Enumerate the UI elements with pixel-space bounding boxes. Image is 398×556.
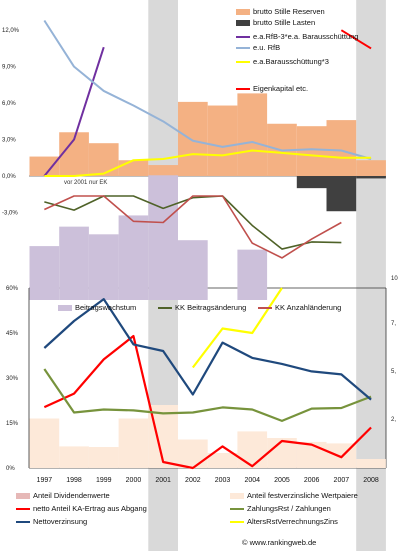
bar-anteil-festverzinsliche-wertpaiere-2008: [356, 459, 386, 468]
legend-label: AltersRstVerrechnungsZins: [247, 517, 338, 526]
x-tick-2005: 2005: [274, 477, 290, 484]
bar-beitragswachstum-1998: [59, 226, 89, 300]
right-tick-label: 7,: [391, 321, 396, 327]
x-tick-2004: 2004: [244, 477, 260, 484]
x-tick-2006: 2006: [304, 477, 320, 484]
bar-anteil-festverzinsliche-wertpaiere-2000: [118, 418, 149, 468]
line-e-u-rfb: [43, 19, 372, 160]
bar-brutto-stille-lasten-2008: [356, 176, 386, 179]
x-tick-1998: 1998: [66, 477, 82, 484]
line-netto-anteil-ka-ertrag-aus-abgang: [43, 334, 372, 470]
line-zahlungsrst-zahlungen: [43, 368, 372, 422]
right-tick-label: 5,: [391, 369, 396, 375]
legend-swatch: [58, 305, 72, 311]
legend-label: e.a.Barausschüttung*3: [253, 57, 329, 66]
bar-anteil-festverzinsliche-wertpaiere-1998: [59, 446, 89, 468]
y-tick-label: -3,0%: [2, 210, 18, 216]
right-tick-label: 10: [391, 276, 398, 282]
y-tick-label: 30%: [6, 376, 19, 382]
line-altersrstverrechnungszins: [191, 287, 283, 369]
bar-brutto-stille-reserven-2002: [178, 101, 208, 176]
y-tick-label: 6,0%: [2, 101, 16, 107]
line-e-a-rfb-3-e-a-barausschuettung: [43, 46, 105, 177]
line-eigenkapital-etc: [340, 29, 372, 50]
bar-anteil-festverzinsliche-wertpaiere-1999: [88, 447, 119, 468]
x-tick-2000: 2000: [126, 477, 142, 484]
x-tick-1999: 1999: [96, 477, 112, 484]
x-tick-2007: 2007: [334, 477, 350, 484]
legend-swatch: [16, 493, 30, 499]
bar-beitragswachstum-1997: [29, 246, 60, 300]
legend-label: brutto Stille Lasten: [253, 18, 315, 27]
bar-brutto-stille-reserven-2006: [296, 126, 327, 176]
legend-label: brutto Stille Reserven: [253, 7, 325, 16]
legend-label: KK Anzahländerung: [275, 303, 341, 312]
y-tick-label: 12,0%: [2, 28, 20, 34]
x-tick-2001: 2001: [155, 477, 171, 484]
bar-beitragswachstum-2001: [148, 175, 178, 300]
bar-beitragswachstum-2000: [118, 215, 149, 300]
legend-label: Nettoverzinsung: [33, 517, 87, 526]
line-nettoverzinsung: [43, 298, 372, 401]
legend-swatch: [230, 493, 244, 499]
line-kk-beitragsaenderung: [44, 195, 342, 250]
line-e-a-barausschuettung-3: [44, 149, 372, 177]
bar-brutto-stille-lasten-2006: [296, 176, 327, 189]
x-tick-2008: 2008: [363, 477, 379, 484]
y-tick-label: 45%: [6, 331, 19, 337]
y-tick-label: 9,0%: [2, 65, 16, 71]
legend-label: Anteil Dividendenwerte: [33, 491, 110, 500]
bar-beitragswachstum-2002: [178, 240, 208, 300]
bar-anteil-festverzinsliche-wertpaiere-2004: [237, 431, 268, 468]
legend-label: e.a.RfB-3*e.a. Barausschüttung: [253, 32, 358, 41]
bar-brutto-stille-reserven-2001: [148, 165, 178, 176]
bar-brutto-stille-reserven-2004: [237, 93, 268, 176]
legends: brutto Stille Reserven brutto Stille Last…: [16, 7, 358, 526]
top-note: vor 2001 nur EK: [64, 180, 107, 186]
legend-label: KK Beitragsänderung: [175, 303, 246, 312]
tick-labels: 12,0% 9,0% 6,0% 3,0% 0,0% -3,0% 60% 45% 30% 15% 0%…: [2, 28, 398, 484]
bar-brutto-stille-reserven-2003: [207, 105, 238, 176]
x-tick-2002: 2002: [185, 477, 201, 484]
series-lines: [43, 19, 372, 470]
x-tick-1997: 1997: [37, 477, 53, 484]
credit-text: © www.rankingweb.de: [242, 538, 316, 547]
legend-label: Anteil festverzinsliche Wertpaiere: [247, 491, 358, 500]
legend-label: ZahlungsRst / Zahlungen: [247, 504, 331, 513]
bar-brutto-stille-reserven-2008: [356, 160, 386, 176]
bar-beitragswachstum-2004: [237, 249, 268, 300]
line-kk-anzahlaenderung: [44, 195, 342, 259]
right-tick-label: 2,: [391, 417, 396, 423]
bar-brutto-stille-reserven-2007: [326, 120, 357, 176]
y-tick-label: 60%: [6, 286, 19, 292]
bar-anteil-festverzinsliche-wertpaiere-2003: [207, 453, 238, 468]
legend-swatch: [236, 9, 250, 15]
legend-swatch: [236, 20, 250, 26]
bar-anteil-festverzinsliche-wertpaiere-2006: [296, 441, 327, 468]
bar-brutto-stille-reserven-1997: [29, 156, 60, 176]
legend-label: Beitragswachstum: [75, 303, 136, 312]
y-tick-label: 15%: [6, 421, 19, 427]
x-tick-2003: 2003: [215, 477, 231, 484]
bar-anteil-festverzinsliche-wertpaiere-1997: [29, 418, 60, 468]
y-tick-label: 3,0%: [2, 138, 16, 144]
y-tick-label: 0,0%: [2, 174, 16, 180]
bar-anteil-festverzinsliche-wertpaiere-2002: [178, 439, 208, 468]
legend-label: Eigenkapital etc.: [253, 84, 308, 93]
bar-brutto-stille-lasten-2007: [326, 176, 357, 212]
y-tick-label: 0%: [6, 466, 15, 472]
legend-label: e.u. RfB: [253, 43, 280, 52]
bar-brutto-stille-reserven-2000: [118, 160, 149, 176]
bar-brutto-stille-reserven-1999: [88, 143, 119, 176]
legend-label: netto Anteil KA-Ertrag aus Abgang: [33, 504, 147, 513]
bar-beitragswachstum-1999: [88, 234, 119, 300]
